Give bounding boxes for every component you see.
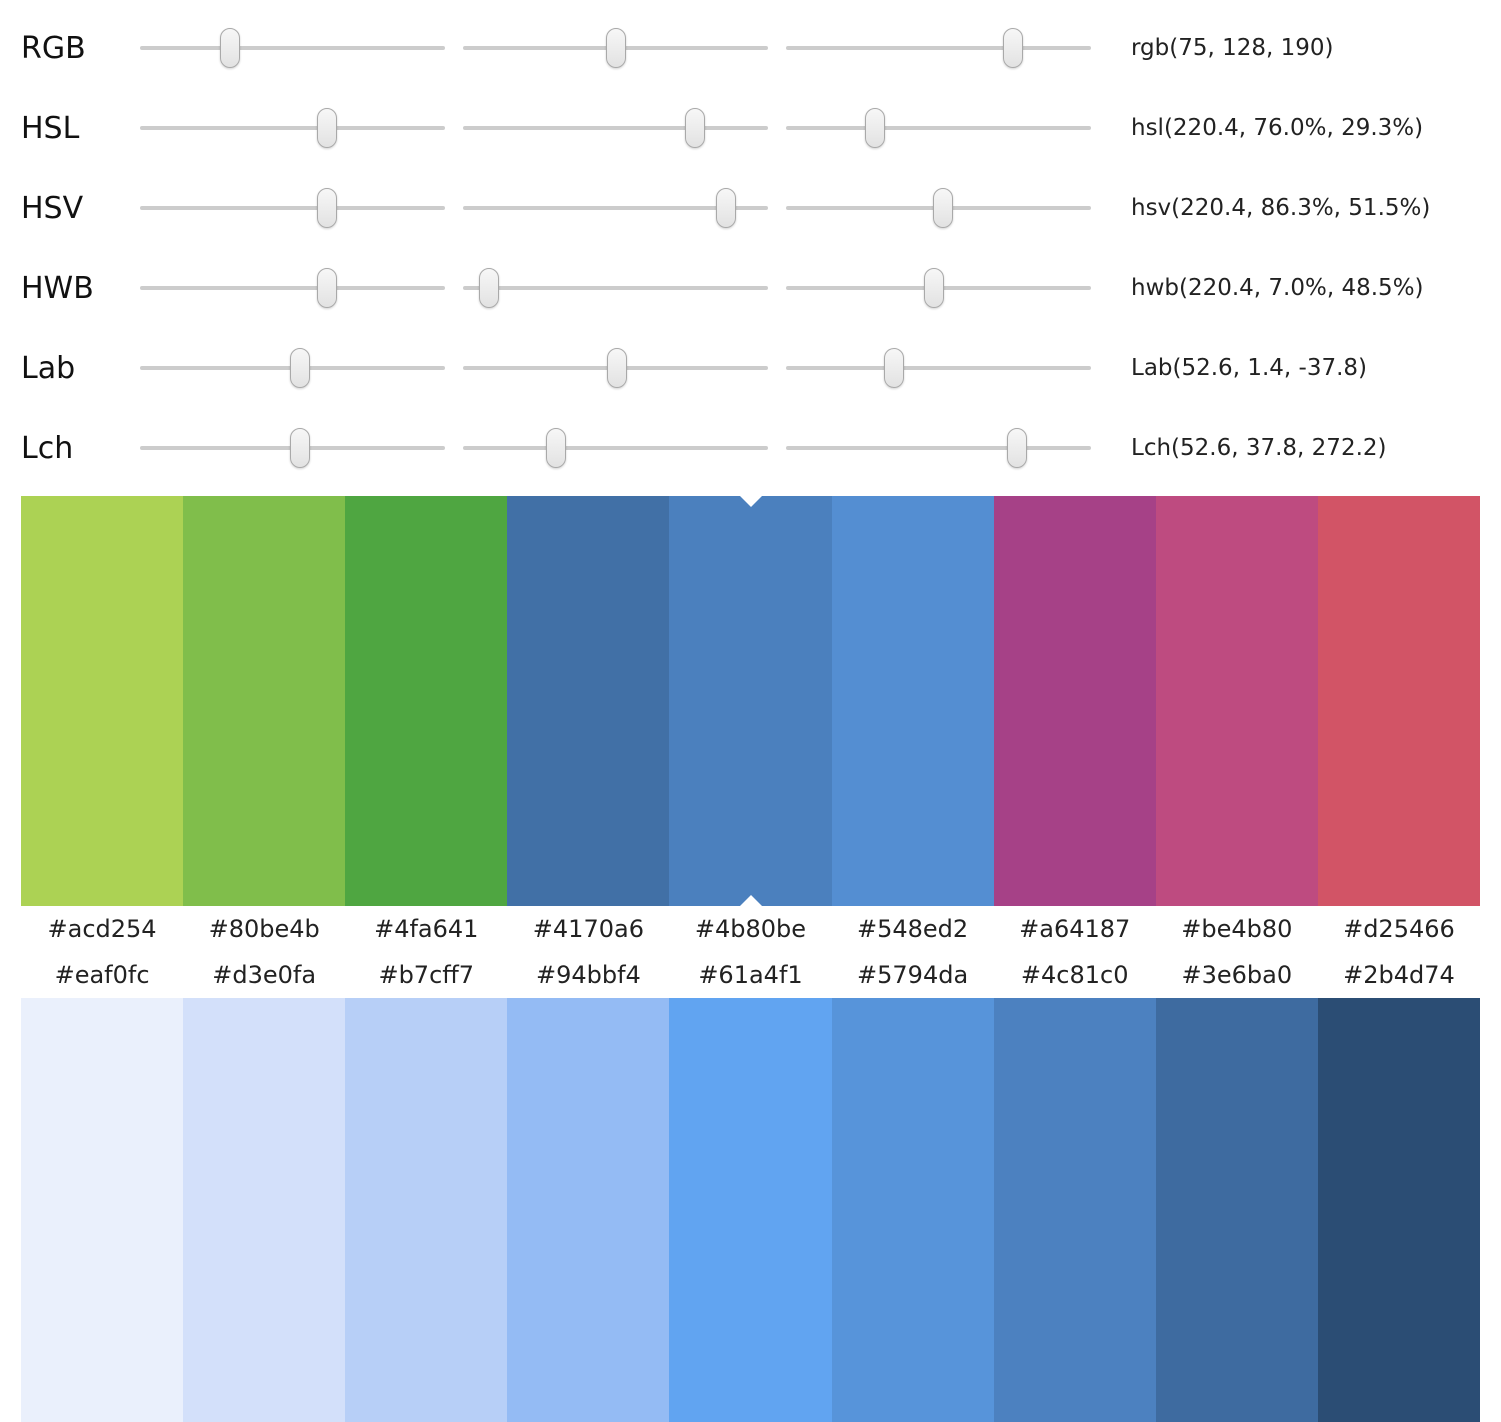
color-value-text: hwb(220.4, 7.0%, 48.5%)	[1131, 275, 1424, 301]
palette-hex-label: #4fa641	[374, 915, 479, 943]
slider-track-lab-3[interactable]	[786, 348, 1091, 388]
palette-hex-label: #a64187	[1019, 915, 1131, 943]
colorspace-label: HSV	[21, 190, 84, 226]
slider-track-lch-2[interactable]	[463, 428, 768, 468]
scale-hex-label: #b7cff7	[378, 961, 475, 989]
palette-section: #acd254 #80be4b #4fa641 #4170a6 #4b80be #548e…	[0, 496, 1501, 952]
slider-track-lch-3[interactable]	[786, 428, 1091, 468]
scale-swatch[interactable]	[669, 998, 832, 1422]
palette-swatch[interactable]	[993, 496, 1156, 906]
scale-hex-label: #d3e0fa	[212, 961, 317, 989]
slider-track-rgb-3[interactable]	[786, 28, 1091, 68]
slider-track-lch-1[interactable]	[140, 428, 445, 468]
scale-hex-label: #4c81c0	[1020, 961, 1129, 989]
slider-row-hwb: HWB hwb(220.4, 7.0%, 48.5%)	[0, 248, 1501, 328]
palette-swatch[interactable]	[1155, 496, 1318, 906]
scale-swatch[interactable]	[993, 998, 1156, 1422]
slider-handle-hsl-1[interactable]	[316, 108, 337, 148]
slider-handle-hsv-1[interactable]	[316, 188, 337, 228]
palette-swatch[interactable]	[1317, 496, 1480, 906]
scale-hex-label: #5794da	[857, 961, 969, 989]
scale-hex-label: #eaf0fc	[54, 961, 150, 989]
slider-handle-hwb-2[interactable]	[478, 268, 499, 308]
scale-hex-label: #94bbf4	[535, 961, 641, 989]
color-value-text: rgb(75, 128, 190)	[1131, 35, 1334, 61]
palette-swatch[interactable]	[669, 496, 832, 906]
palette-swatch[interactable]	[507, 496, 670, 906]
palette-hex-label: #d25466	[1343, 915, 1455, 943]
colorspace-label: HWB	[21, 270, 94, 306]
color-value-text: Lab(52.6, 1.4, -37.8)	[1131, 355, 1367, 381]
color-value-text: hsl(220.4, 76.0%, 29.3%)	[1131, 115, 1424, 141]
palette-swatch[interactable]	[21, 496, 184, 906]
slider-handle-hwb-1[interactable]	[316, 268, 337, 308]
colorspace-label: Lab	[21, 350, 76, 386]
slider-handle-lab-2[interactable]	[607, 348, 628, 388]
slider-track-hwb-3[interactable]	[786, 268, 1091, 308]
slider-track-hsv-2[interactable]	[463, 188, 768, 228]
slider-track-lab-1[interactable]	[140, 348, 445, 388]
scale-swatch[interactable]	[1155, 998, 1318, 1422]
scale-hex-labels: #eaf0fc #d3e0fa #b7cff7 #94bbf4 #61a4f1 #5794…	[21, 952, 1480, 998]
scale-hex-label: #61a4f1	[698, 961, 803, 989]
palette-hex-label: #4170a6	[532, 915, 644, 943]
slider-track-hsv-1[interactable]	[140, 188, 445, 228]
slider-row-lab: Lab Lab(52.6, 1.4, -37.8)	[0, 328, 1501, 408]
slider-row-hsl: HSL hsl(220.4, 76.0%, 29.3%)	[0, 88, 1501, 168]
slider-track-hsl-3[interactable]	[786, 108, 1091, 148]
slider-handle-hwb-3[interactable]	[923, 268, 944, 308]
slider-handle-hsv-2[interactable]	[716, 188, 737, 228]
color-value-text: Lch(52.6, 37.8, 272.2)	[1131, 435, 1387, 461]
palette-swatch[interactable]	[183, 496, 346, 906]
palette-hex-label: #4b80be	[694, 915, 807, 943]
colorspace-label: Lch	[21, 430, 74, 466]
palette-hex-labels: #acd254 #80be4b #4fa641 #4170a6 #4b80be #548e…	[21, 906, 1480, 952]
slider-track-rgb-1[interactable]	[140, 28, 445, 68]
scale-strip	[21, 998, 1480, 1422]
slider-handle-rgb-1[interactable]	[219, 28, 240, 68]
slider-handle-hsv-3[interactable]	[933, 188, 954, 228]
slider-handle-hsl-3[interactable]	[865, 108, 886, 148]
slider-handle-rgb-2[interactable]	[606, 28, 627, 68]
slider-row-hsv: HSV hsv(220.4, 86.3%, 51.5%)	[0, 168, 1501, 248]
slider-row-rgb: RGB rgb(75, 128, 190)	[0, 8, 1501, 88]
slider-handle-lab-1[interactable]	[290, 348, 311, 388]
palette-hex-label: #80be4b	[208, 915, 320, 943]
slider-track-hsv-3[interactable]	[786, 188, 1091, 228]
slider-handle-lch-3[interactable]	[1006, 428, 1027, 468]
colorspace-label: RGB	[21, 30, 86, 66]
color-value-text: hsv(220.4, 86.3%, 51.5%)	[1131, 195, 1431, 221]
palette-hex-label: #acd254	[47, 915, 157, 943]
slider-handle-lch-2[interactable]	[546, 428, 567, 468]
slider-row-lch: Lch Lch(52.6, 37.8, 272.2)	[0, 408, 1501, 488]
slider-track-rgb-2[interactable]	[463, 28, 768, 68]
slider-panel: RGB rgb(75, 128, 190) HSL hsl(220.4, 76.0%,…	[0, 0, 1501, 488]
slider-track-hsl-1[interactable]	[140, 108, 445, 148]
scale-swatch[interactable]	[21, 998, 184, 1422]
slider-track-lab-2[interactable]	[463, 348, 768, 388]
scale-swatch[interactable]	[507, 998, 670, 1422]
slider-track-hwb-2[interactable]	[463, 268, 768, 308]
scale-hex-label: #3e6ba0	[1181, 961, 1293, 989]
slider-handle-rgb-3[interactable]	[1003, 28, 1024, 68]
colorspace-label: HSL	[21, 110, 80, 146]
palette-hex-label: #be4b80	[1181, 915, 1293, 943]
scale-swatch[interactable]	[345, 998, 508, 1422]
slider-handle-lch-1[interactable]	[290, 428, 311, 468]
slider-handle-lab-3[interactable]	[883, 348, 904, 388]
scale-swatch[interactable]	[1317, 998, 1480, 1422]
slider-track-hwb-1[interactable]	[140, 268, 445, 308]
scale-swatch[interactable]	[831, 998, 994, 1422]
palette-hex-label: #548ed2	[857, 915, 969, 943]
scale-swatch[interactable]	[183, 998, 346, 1422]
palette-swatch[interactable]	[831, 496, 994, 906]
palette-swatch[interactable]	[345, 496, 508, 906]
palette-strip	[21, 496, 1480, 906]
scale-hex-label: #2b4d74	[1343, 961, 1455, 989]
slider-track-hsl-2[interactable]	[463, 108, 768, 148]
scale-section: #eaf0fc #d3e0fa #b7cff7 #94bbf4 #61a4f1 #5794…	[0, 952, 1501, 1422]
slider-handle-hsl-2[interactable]	[684, 108, 705, 148]
